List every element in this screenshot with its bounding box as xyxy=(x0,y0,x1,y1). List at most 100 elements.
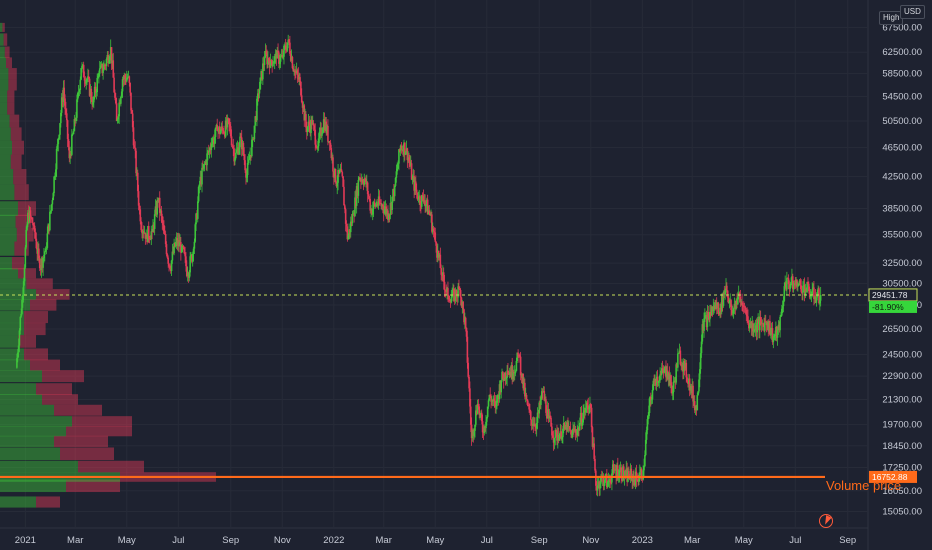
candle-body xyxy=(96,77,98,93)
candle-body xyxy=(665,366,667,378)
candle-body xyxy=(496,395,498,407)
candle-body xyxy=(403,142,405,155)
candle-body xyxy=(547,409,550,419)
candle-body xyxy=(382,205,384,207)
candle-body xyxy=(376,203,378,205)
candle-body xyxy=(284,45,287,50)
candle-body xyxy=(196,201,199,219)
candle-body xyxy=(137,191,140,206)
candle-body xyxy=(586,402,589,406)
candle-body xyxy=(69,153,71,159)
candle-body xyxy=(190,254,192,257)
candle-body xyxy=(535,423,538,429)
candle-body xyxy=(578,427,580,431)
candle-body xyxy=(534,423,536,427)
candle-body xyxy=(196,213,198,219)
candle-body xyxy=(779,316,781,331)
candle-body xyxy=(764,321,767,323)
candle-body xyxy=(703,318,705,331)
candle-body xyxy=(295,70,298,73)
candle-body xyxy=(536,412,539,424)
candle-body xyxy=(188,272,191,278)
candle-body xyxy=(664,366,666,369)
candle-body xyxy=(609,479,612,483)
candle-body xyxy=(78,89,81,93)
candle-body xyxy=(736,300,738,305)
candle-body xyxy=(376,203,379,206)
candle-body xyxy=(540,391,543,399)
volume-profile-up-bar xyxy=(0,201,18,216)
candle-body xyxy=(179,242,181,247)
candle-body xyxy=(245,175,248,178)
candle-body xyxy=(524,382,526,397)
y-tick-label: 15050.00 xyxy=(882,507,922,518)
candle-body xyxy=(125,77,128,82)
candle-body xyxy=(580,412,583,426)
candle-body xyxy=(678,350,681,354)
candle-body xyxy=(268,61,271,68)
candle-body xyxy=(660,368,663,375)
candle-body xyxy=(87,76,90,79)
candle-body xyxy=(235,152,237,159)
candle-body xyxy=(418,196,421,199)
candle-body xyxy=(813,296,816,300)
candle-body xyxy=(506,370,508,378)
candle-body xyxy=(385,206,388,215)
candle-body xyxy=(279,55,282,62)
volume-profile-up-bar xyxy=(0,435,54,448)
candle-body xyxy=(437,250,440,258)
candle-body xyxy=(53,176,55,194)
candle-body xyxy=(770,328,773,335)
candle-body xyxy=(585,402,588,409)
candle-body xyxy=(799,280,802,286)
y-tick-label: 38500.00 xyxy=(882,204,922,215)
volume-profile-up-bar xyxy=(0,460,78,473)
candle-body xyxy=(756,323,759,333)
candle-body xyxy=(373,202,376,204)
candle-body xyxy=(780,308,783,316)
candle-body xyxy=(305,114,307,128)
candle-body xyxy=(544,399,546,401)
candle-body xyxy=(749,321,752,326)
candle-body xyxy=(521,373,524,378)
candle-body xyxy=(291,57,294,69)
candle-body xyxy=(145,234,148,239)
candle-body xyxy=(278,61,281,64)
candle-body xyxy=(288,39,290,43)
candle-body xyxy=(733,303,736,309)
candle-body xyxy=(574,429,577,433)
candle-body xyxy=(803,284,806,295)
candle-body xyxy=(243,154,246,161)
candle-body xyxy=(155,206,158,215)
candle-body xyxy=(684,362,687,368)
candle-body xyxy=(731,309,733,314)
candle-body xyxy=(67,139,70,148)
candle-body xyxy=(507,374,510,375)
candle-body xyxy=(21,299,23,314)
candle-body xyxy=(814,296,817,303)
flash-icon[interactable] xyxy=(819,514,833,528)
candle-body xyxy=(229,124,231,127)
candle-body xyxy=(154,206,157,215)
candle-body xyxy=(758,319,760,331)
candle-body xyxy=(383,209,386,214)
candle-body xyxy=(671,391,674,394)
candle-body xyxy=(441,274,443,276)
volume-profile-down-bar xyxy=(12,257,24,270)
candle-body xyxy=(744,307,747,310)
candle-body xyxy=(484,426,486,429)
volume-profile-down-bar xyxy=(24,311,48,324)
candle-body xyxy=(38,258,41,269)
candle-body xyxy=(121,79,124,92)
candle-body xyxy=(502,371,504,379)
candle-body xyxy=(276,50,279,59)
y-tick-label: 17250.00 xyxy=(882,463,922,474)
candle-body xyxy=(381,205,383,207)
volume-profile-down-bar xyxy=(66,479,120,493)
candle-body xyxy=(755,325,758,333)
candle-body xyxy=(271,60,273,67)
volume-profile-down-bar xyxy=(10,154,22,170)
candle-body xyxy=(734,303,737,309)
candle-body xyxy=(361,179,364,183)
